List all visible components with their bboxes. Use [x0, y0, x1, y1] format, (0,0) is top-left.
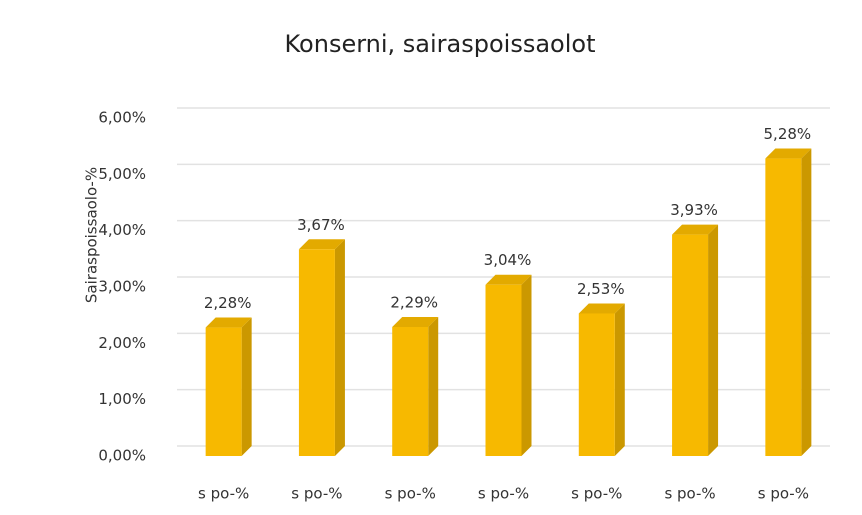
- bar-side: [241, 317, 252, 456]
- bar: [578, 303, 625, 456]
- y-tick-label: 3,00%: [98, 278, 146, 296]
- x-tick-label: s po-%: [291, 485, 342, 503]
- data-label: 3,93%: [670, 201, 718, 219]
- bar-side: [801, 148, 812, 456]
- x-tick-label: s po-%: [198, 485, 249, 503]
- data-label: 2,53%: [577, 280, 625, 298]
- bar-front: [298, 249, 335, 456]
- data-label: 5,28%: [764, 125, 812, 143]
- bar-front: [765, 158, 802, 456]
- bar-top: [485, 274, 532, 285]
- y-tick-label: 2,00%: [98, 334, 146, 352]
- y-axis-label: Sairaspoissaolo-%: [83, 167, 101, 303]
- x-tick-label: s po-%: [758, 485, 809, 503]
- x-tick-label: s po-%: [571, 485, 622, 503]
- bar-side: [708, 224, 719, 456]
- x-tick-label: s po-%: [385, 485, 436, 503]
- data-label: 3,04%: [484, 251, 532, 269]
- y-tick-label: 0,00%: [98, 447, 146, 465]
- data-label: 3,67%: [297, 216, 345, 234]
- bar-top: [765, 148, 812, 159]
- y-tick-label: 5,00%: [98, 165, 146, 183]
- bar-front: [578, 313, 615, 456]
- bar-top: [392, 316, 439, 327]
- bar-front: [485, 284, 522, 456]
- bar-front: [205, 327, 242, 456]
- bar: [205, 317, 252, 456]
- bar: [672, 224, 719, 456]
- bar-side: [334, 239, 345, 456]
- bar-side: [521, 274, 532, 456]
- bar: [392, 316, 439, 456]
- y-tick-label: 4,00%: [98, 221, 146, 239]
- bar: [485, 274, 532, 456]
- bar-top: [298, 239, 345, 250]
- bar-side: [428, 316, 439, 456]
- x-tick-label: s po-%: [664, 485, 715, 503]
- bar-front: [672, 234, 709, 456]
- bar-top: [672, 224, 719, 235]
- data-label: 2,29%: [390, 293, 438, 311]
- data-label: 2,28%: [204, 294, 252, 312]
- x-tick-label: s po-%: [478, 485, 529, 503]
- bar-side: [614, 303, 625, 456]
- bar-top: [205, 317, 252, 328]
- bar: [298, 239, 345, 456]
- y-tick-label: 1,00%: [98, 390, 146, 408]
- y-tick-label: 6,00%: [98, 109, 146, 127]
- bar: [765, 148, 812, 456]
- bar-top: [578, 303, 625, 314]
- bar-front: [392, 326, 429, 456]
- chart-title: Konserni, sairaspoissaolot: [285, 30, 596, 58]
